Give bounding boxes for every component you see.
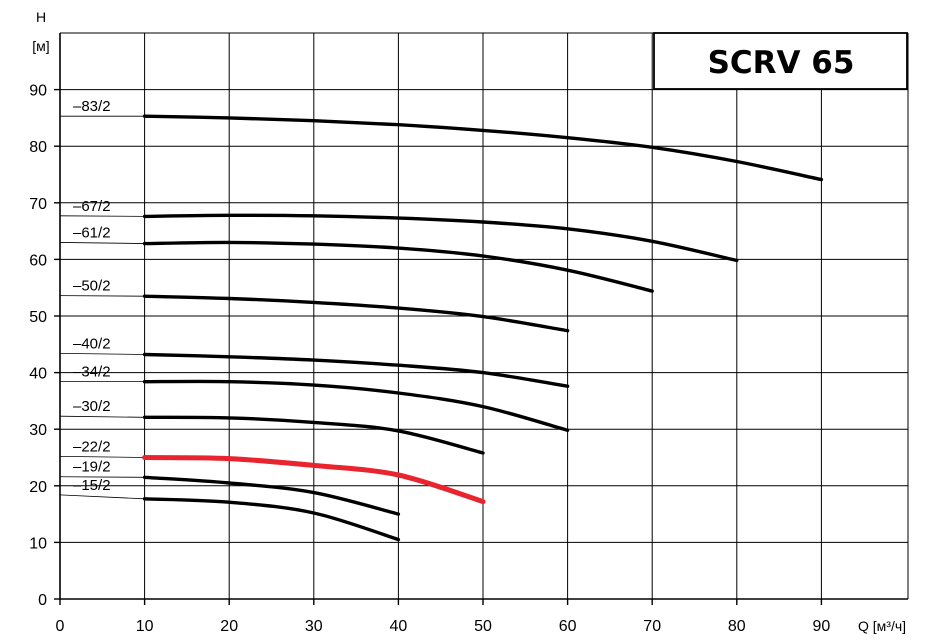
x-tick-label-10: 10 [136,618,154,635]
series-curve-3 [142,240,654,293]
series-curve-8 [142,455,486,505]
x-tick-label-40: 40 [390,618,408,635]
series-labels: –83/2 –67/2 –61/2 –50/2 –40/2 –34/2 –30/2 –22/2… [73,98,111,494]
series-label-3: –61/2 [73,224,111,241]
series-leader-8 [59,455,145,458]
series-curve-4 [142,294,570,333]
series-curve-7 [142,415,485,455]
series-label-9: –19/2 [73,459,111,476]
x-tick-label-50: 50 [474,618,492,635]
y-axis-unit: [м] [32,38,49,54]
x-tick-label-70: 70 [643,618,661,635]
x-tick-label-30: 30 [305,618,323,635]
series-leader-3 [59,242,145,244]
y-tick-label-40: 40 [29,366,47,383]
x-tick-label-80: 80 [728,618,746,635]
y-tick-label-50: 50 [29,309,47,326]
y-tick-label-30: 30 [29,422,47,439]
series-leader-7 [59,415,145,418]
x-tick-label-0: 0 [56,618,65,635]
series-curve-2 [142,213,739,263]
y-tick-label-80: 80 [29,139,47,156]
y-tick-label-70: 70 [29,196,47,213]
y-tick-label-60: 60 [29,252,47,269]
series-leader-10 [59,494,145,500]
title-box-frame [653,32,908,90]
series-label-10: –15/2 [73,477,111,494]
chart-title: SCRV 65 [708,45,855,81]
series-curve-9 [142,475,401,516]
series-label-6: –34/2 [73,364,111,381]
series-label-5: –40/2 [73,335,111,352]
axes: 0 10 20 30 40 50 60 70 80 90 0 10 20 30 40 50 60 70 80 90 [29,33,908,635]
series-label-4: –50/2 [73,278,111,295]
series-curve-6 [142,379,570,432]
y-tick-label-20: 20 [29,479,47,496]
series-label-1: –83/2 [73,98,111,115]
series-label-8: –22/2 [73,438,111,455]
y-tick-label-10: 10 [29,535,47,552]
series-leader-9 [59,476,145,478]
series-label-2: –67/2 [73,198,111,215]
series-leader-5 [59,352,145,355]
series-curves [142,114,824,542]
series-curve-1 [142,114,824,182]
y-tick-label-90: 90 [29,83,47,100]
x-tick-label-20: 20 [220,618,238,635]
x-axis-label: Q [м³/ч] [858,618,906,634]
x-tick-label-90: 90 [813,618,831,635]
y-axis-label: H [36,9,46,25]
series-curve-10 [142,497,401,542]
title-box: SCRV 65 [653,32,908,90]
series-curve-5 [142,352,570,388]
series-label-7: –30/2 [73,398,111,415]
series-leader-lines [59,115,145,500]
series-leader-4 [59,295,145,297]
series-leader-2 [59,215,145,217]
y-tick-label-0: 0 [38,592,47,609]
x-tick-label-60: 60 [559,618,577,635]
